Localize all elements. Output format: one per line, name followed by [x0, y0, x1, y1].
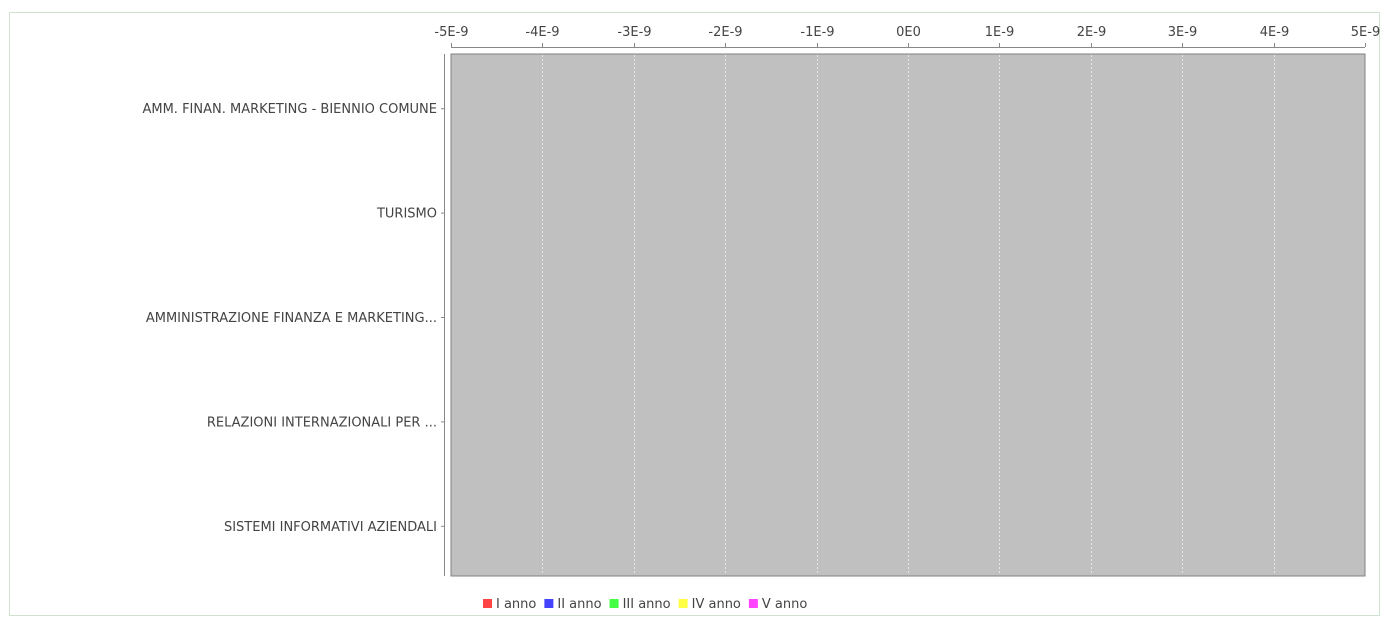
legend-swatch	[544, 599, 554, 608]
category-label: SISTEMI INFORMATIVI AZIENDALI	[224, 520, 437, 535]
value-tick-label: -1E-9	[800, 25, 834, 40]
legend-label: I anno	[496, 597, 536, 612]
value-tick-label: 2E-9	[1077, 25, 1106, 40]
legend-label: V anno	[762, 597, 807, 612]
value-tick-label: 0E0	[896, 25, 921, 40]
legend-swatch	[678, 599, 688, 608]
value-tick-label: -3E-9	[617, 25, 651, 40]
value-tick-label: 4E-9	[1260, 25, 1289, 40]
value-tick-label: 3E-9	[1168, 25, 1197, 40]
legend-label: II anno	[557, 597, 601, 612]
legend-item: III anno	[609, 597, 671, 612]
category-label: AMM. FINAN. MARKETING - BIENNIO COMUNE	[142, 102, 437, 117]
legend-swatch	[483, 599, 492, 608]
category-label: AMMINISTRAZIONE FINANZA E MARKETING...	[146, 311, 437, 326]
category-label: TURISMO	[376, 207, 437, 222]
legend-item: V anno	[748, 597, 807, 612]
value-tick-label: -4E-9	[525, 25, 559, 40]
value-tick-label: -5E-9	[434, 25, 468, 40]
legend-item: IV anno	[678, 597, 741, 612]
category-axis: AMM. FINAN. MARKETING - BIENNIO COMUNE TU…	[142, 54, 445, 576]
legend-item: I anno	[483, 597, 536, 612]
value-tick-label: -2E-9	[708, 25, 742, 40]
value-tick-label: 1E-9	[985, 25, 1014, 40]
legend-swatch	[748, 599, 758, 608]
value-axis: -5E-9 -4E-9 -3E-9 -2E-9 -1E-9 0E0 1E-9 2E-9 3E-9…	[434, 25, 1380, 48]
value-tick-label: 5E-9	[1351, 25, 1380, 40]
legend-label: IV anno	[692, 597, 741, 612]
gridlines	[542, 55, 1275, 575]
category-label: RELAZIONI INTERNAZIONALI PER ...	[207, 415, 437, 430]
legend-label: III anno	[623, 597, 671, 612]
legend-item: II anno	[544, 597, 602, 612]
legend: I anno II anno III anno IV anno V anno	[483, 597, 807, 612]
legend-swatch	[609, 599, 619, 608]
